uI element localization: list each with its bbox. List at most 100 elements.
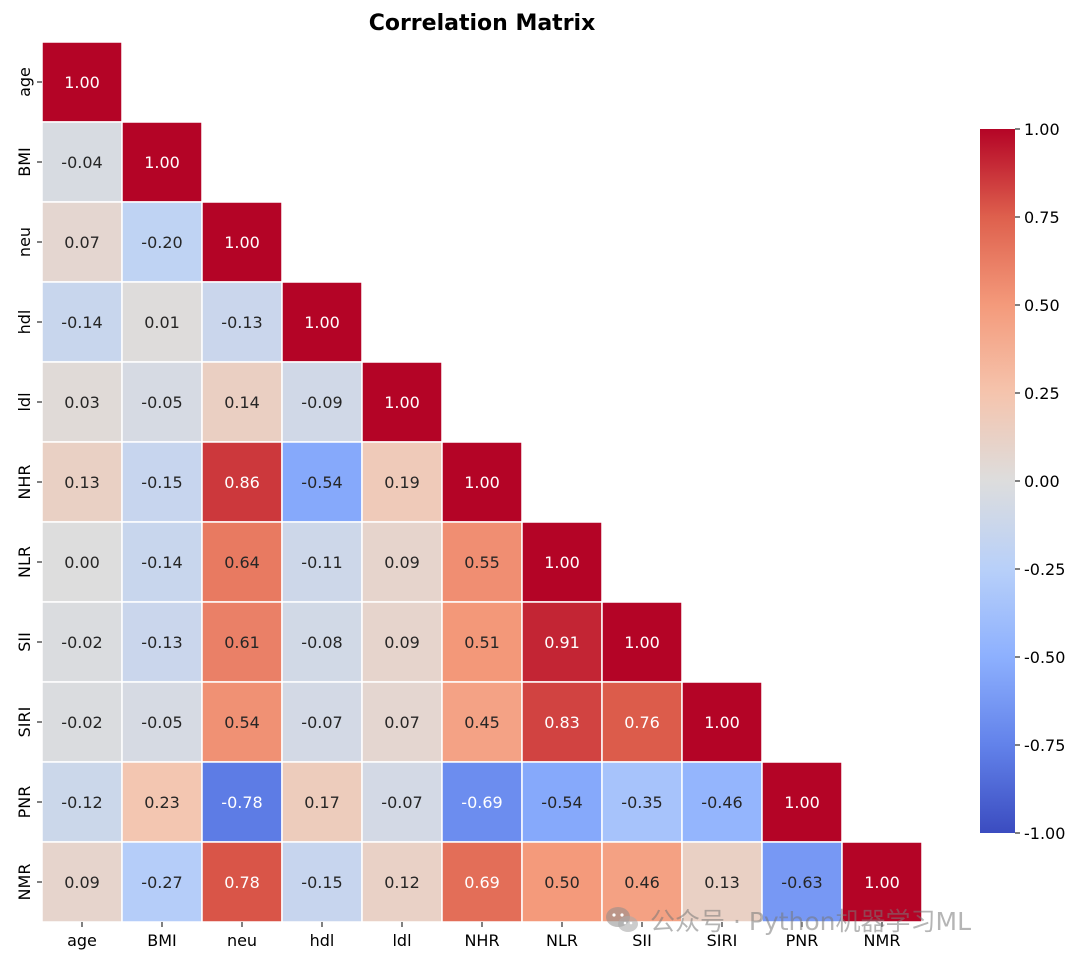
- cell-value-age-age: 1.00: [64, 73, 100, 92]
- heatmap-cell-PNR-ldl: [361, 761, 443, 843]
- cell-value-SII-neu: 0.61: [224, 633, 260, 652]
- colorbar: 1.00 0.75 0.50 0.25 0.00 -0.25 -0.50 -0.75 -1.00: [980, 120, 1065, 843]
- cell-value-SIRI-NHR: 0.45: [464, 713, 500, 732]
- cell-value-hdl-hdl: 1.00: [304, 313, 340, 332]
- cell-value-NMR-BMI: -0.27: [141, 873, 182, 892]
- heatmap-cell-BMI-age: [41, 121, 123, 203]
- y-axis: age BMI neu hdl ldl NHR NLR SII SIRI PNR NMR: [15, 67, 42, 900]
- y-tick-label-ldl: ldl: [15, 392, 34, 411]
- cell-value-NMR-PNR: -0.63: [781, 873, 822, 892]
- colorbar-tick-label: 0.00: [1024, 472, 1060, 491]
- heatmap-cell-SIRI-SIRI: [681, 681, 763, 763]
- heatmap-cell-NHR-hdl: [281, 441, 363, 523]
- y-tick-label-NMR: NMR: [15, 864, 34, 901]
- heatmap-cell-NMR-hdl: [281, 841, 363, 923]
- colorbar-tick-label: -0.25: [1024, 560, 1065, 579]
- x-tick-label-neu: neu: [227, 931, 257, 950]
- heatmap-cell-NLR-BMI: [121, 521, 203, 603]
- cell-value-PNR-ldl: -0.07: [381, 793, 422, 812]
- y-tick-label-SIRI: SIRI: [15, 707, 34, 738]
- heatmap-cell-PNR-hdl: [281, 761, 363, 843]
- x-tick-label-age: age: [67, 931, 97, 950]
- cell-value-NLR-age: 0.00: [64, 553, 100, 572]
- heatmap-cell-SII-age: [41, 601, 123, 683]
- cell-value-NMR-NLR: 0.50: [544, 873, 580, 892]
- cell-value-NHR-hdl: -0.54: [301, 473, 342, 492]
- x-tick-label-hdl: hdl: [310, 931, 335, 950]
- heatmap-cell-SII-SII: [601, 601, 683, 683]
- heatmap-cell-neu-neu: [201, 201, 283, 283]
- colorbar-tick-label: -0.50: [1024, 648, 1065, 667]
- heatmap-cell-hdl-BMI: [121, 281, 203, 363]
- heatmap-cell-PNR-age: [41, 761, 123, 843]
- cell-value-SIRI-NLR: 0.83: [544, 713, 580, 732]
- cell-value-NHR-neu: 0.86: [224, 473, 260, 492]
- heatmap-cell-NHR-ldl: [361, 441, 443, 523]
- cell-value-ldl-ldl: 1.00: [384, 393, 420, 412]
- cell-value-neu-neu: 1.00: [224, 233, 260, 252]
- cell-value-NMR-NHR: 0.69: [464, 873, 500, 892]
- cell-value-PNR-neu: -0.78: [221, 793, 262, 812]
- cell-value-NHR-BMI: -0.15: [141, 473, 182, 492]
- cell-value-NMR-SII: 0.46: [624, 873, 660, 892]
- heatmap-cell-NMR-SIRI: [681, 841, 763, 923]
- cell-value-NLR-NHR: 0.55: [464, 553, 500, 572]
- cell-value-PNR-SIRI: -0.46: [701, 793, 742, 812]
- cell-value-PNR-SII: -0.35: [621, 793, 662, 812]
- heatmap-cell-NLR-NLR: [521, 521, 603, 603]
- heatmap-cell-PNR-NHR: [441, 761, 523, 843]
- cell-value-NLR-NLR: 1.00: [544, 553, 580, 572]
- cell-value-neu-BMI: -0.20: [141, 233, 182, 252]
- cell-value-NHR-ldl: 0.19: [384, 473, 420, 492]
- cell-value-SII-NLR: 0.91: [544, 633, 580, 652]
- heatmap-cell-NLR-age: [41, 521, 123, 603]
- cell-value-ldl-BMI: -0.05: [141, 393, 182, 412]
- heatmap-cell-PNR-BMI: [121, 761, 203, 843]
- cell-value-ldl-neu: 0.14: [224, 393, 260, 412]
- cell-value-PNR-PNR: 1.00: [784, 793, 820, 812]
- cell-value-PNR-age: -0.12: [61, 793, 102, 812]
- cell-value-NLR-hdl: -0.11: [301, 553, 342, 572]
- heatmap-cell-NLR-hdl: [281, 521, 363, 603]
- cell-value-NHR-NHR: 1.00: [464, 473, 500, 492]
- cell-value-NMR-hdl: -0.15: [301, 873, 342, 892]
- cell-value-SIRI-age: -0.02: [61, 713, 102, 732]
- cell-value-SIRI-SIRI: 1.00: [704, 713, 740, 732]
- heatmap-cell-ldl-hdl: [281, 361, 363, 443]
- colorbar-tick-label: 0.25: [1024, 384, 1060, 403]
- watermark-text: 公众号 · Python机器学习ML: [650, 907, 971, 936]
- y-tick-label-age: age: [15, 67, 34, 97]
- x-tick-label-PNR: PNR: [786, 931, 819, 950]
- heatmap-cell-NMR-age: [41, 841, 123, 923]
- heatmap-cell-NHR-NHR: [441, 441, 523, 523]
- colorbar-gradient: [980, 129, 1015, 833]
- cell-value-NMR-SIRI: 0.13: [704, 873, 740, 892]
- heatmap-cell-SIRI-NLR: [521, 681, 603, 763]
- y-tick-label-hdl: hdl: [15, 310, 34, 335]
- y-tick-label-SII: SII: [15, 632, 34, 652]
- cell-value-ldl-hdl: -0.09: [301, 393, 342, 412]
- x-tick-label-SII: SII: [632, 931, 652, 950]
- cell-value-PNR-NHR: -0.69: [461, 793, 502, 812]
- heatmap-cell-NHR-BMI: [121, 441, 203, 523]
- x-tick-label-ldl: ldl: [392, 931, 411, 950]
- cell-value-SII-ldl: 0.09: [384, 633, 420, 652]
- heatmap-cell-PNR-SIRI: [681, 761, 763, 843]
- cell-value-NHR-age: 0.13: [64, 473, 100, 492]
- heatmap-cell-NLR-NHR: [441, 521, 523, 603]
- cell-value-SIRI-BMI: -0.05: [141, 713, 182, 732]
- cell-value-NLR-BMI: -0.14: [141, 553, 182, 572]
- cell-value-SIRI-SII: 0.76: [624, 713, 660, 732]
- cell-value-SII-SII: 1.00: [624, 633, 660, 652]
- y-tick-label-NHR: NHR: [15, 464, 34, 499]
- heatmap-cell-NMR-NHR: [441, 841, 523, 923]
- heatmap-cell-SIRI-age: [41, 681, 123, 763]
- cell-value-NMR-age: 0.09: [64, 873, 100, 892]
- cell-value-PNR-hdl: 0.17: [304, 793, 340, 812]
- colorbar-tick-label: 0.75: [1024, 208, 1060, 227]
- cell-value-BMI-BMI: 1.00: [144, 153, 180, 172]
- cell-value-neu-age: 0.07: [64, 233, 100, 252]
- cell-value-ldl-age: 0.03: [64, 393, 100, 412]
- cell-value-hdl-BMI: 0.01: [144, 313, 180, 332]
